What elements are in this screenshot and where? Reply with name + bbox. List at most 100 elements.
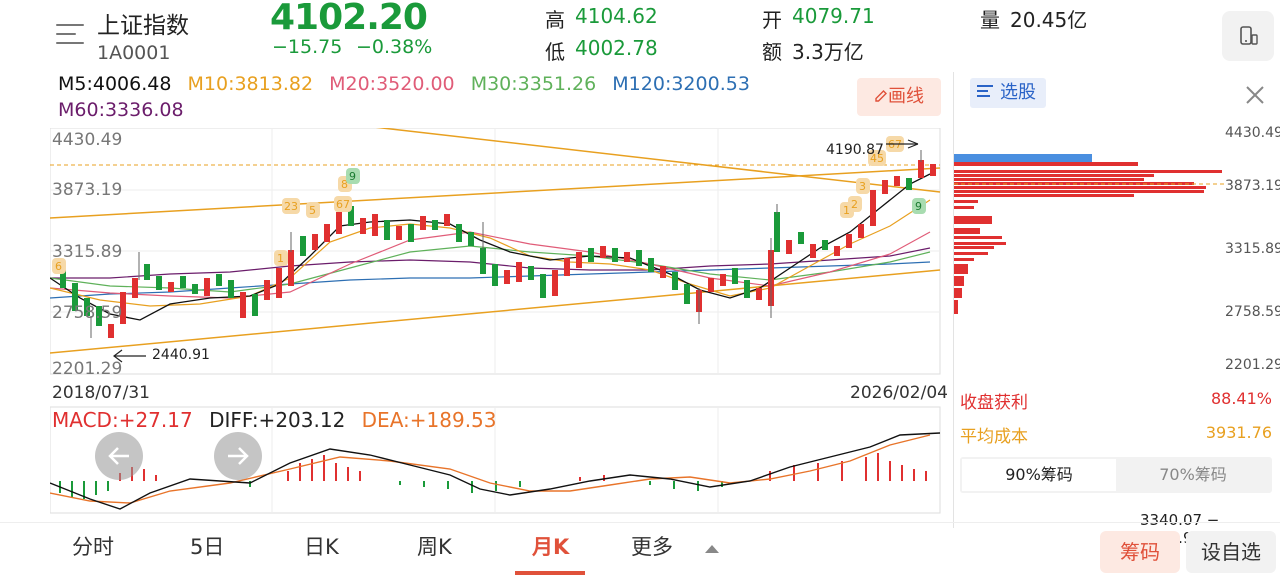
ma5-line	[50, 173, 931, 321]
arrow-right-icon	[228, 447, 249, 465]
add-favorite-button[interactable]: 设自选	[1186, 531, 1276, 573]
y-axis-label-top: 4430.49	[52, 130, 123, 150]
svg-text:5: 5	[309, 204, 316, 217]
dea-value: DEA:+189.53	[361, 408, 497, 432]
high-label: 高	[545, 8, 565, 32]
phone-rotate-icon	[1240, 26, 1258, 45]
y-axis-label-2: 3873.19	[52, 180, 123, 200]
price-change-pct: −0.38%	[356, 36, 433, 58]
list-icon	[977, 85, 993, 101]
index-code: 1A0001	[97, 42, 171, 64]
sequence-markers: 6 1 23 5 67 8 9 1 2 3 45 67 9	[52, 136, 926, 274]
chip-price-mid: 3873.19	[1225, 178, 1280, 194]
low-label: 低	[545, 40, 565, 64]
ma-legend: M5:4006.48 M10:3813.82 M20:3520.00 M30:3…	[58, 73, 750, 95]
amount-value: 3.3万亿	[792, 40, 864, 64]
ma20-line	[50, 231, 931, 299]
svg-text:1: 1	[843, 204, 850, 217]
price-change: −15.75	[272, 36, 343, 58]
ma30-line	[50, 245, 931, 293]
chip-price-3: 3315.89	[1225, 241, 1280, 257]
volume-value: 20.45亿	[1010, 8, 1088, 32]
caret-up-icon[interactable]	[704, 544, 720, 554]
date-end: 2026/02/04	[850, 383, 948, 403]
diff-line	[50, 432, 941, 510]
svg-text:45: 45	[870, 152, 884, 165]
date-start: 2018/07/31	[52, 383, 150, 403]
ma30-label: M30:3351.26	[470, 73, 597, 95]
ma5-label: M5:4006.48	[58, 73, 172, 95]
volume-label: 量	[980, 8, 1000, 32]
y-axis-label-4: 2758.59	[52, 303, 123, 323]
landscape-button[interactable]	[1222, 11, 1274, 61]
stock-pick-label: 选股	[1000, 82, 1036, 103]
close-icon[interactable]	[1240, 80, 1270, 110]
chip-price-4: 2758.59	[1225, 304, 1280, 320]
tab-weekly-k[interactable]: 周K	[417, 535, 452, 559]
amount-label: 额	[762, 40, 782, 64]
quote-header: 上证指数 1A0001 4102.20 −15.75 −0.38% 高 4104…	[0, 0, 1280, 72]
macd-chart[interactable]	[50, 405, 942, 515]
svg-text:1: 1	[277, 252, 284, 265]
kline-chart[interactable]: 6 1 23 5 67 8 9 1 2 3 45 67 9	[50, 128, 942, 376]
candles	[60, 160, 936, 338]
tab-5day[interactable]: 5日	[190, 535, 225, 559]
stock-pick-button[interactable]: 选股	[970, 78, 1046, 108]
svg-text:2: 2	[851, 198, 858, 211]
y-axis-label-bottom: 2201.29	[52, 359, 123, 379]
ma60-label: M60:3336.08	[58, 99, 184, 121]
ma20-label: M20:3520.00	[329, 73, 455, 95]
avg-cost-value: 3931.76	[1205, 423, 1272, 442]
period-bar	[0, 522, 1280, 576]
chip-price-top: 4430.49	[1225, 125, 1280, 141]
open-value: 4079.71	[792, 4, 875, 28]
high-value: 4104.62	[575, 4, 658, 28]
chip-distribution-chart	[954, 154, 1224, 314]
svg-text:67: 67	[336, 198, 350, 211]
open-label: 开	[762, 8, 782, 32]
svg-text:9: 9	[915, 200, 922, 213]
macd-value: MACD:+27.17	[52, 408, 193, 432]
diff-value: DIFF:+203.12	[209, 408, 346, 432]
trendline-upper	[50, 167, 941, 219]
tab-monthly-k[interactable]: 月K	[532, 535, 570, 559]
tab-more[interactable]: 更多	[631, 535, 673, 559]
last-price: 4102.20	[270, 0, 428, 38]
chip-range-tabs: 90%筹码 70%筹码	[960, 457, 1272, 493]
profit-ratio-value: 88.41%	[1210, 389, 1272, 408]
menu-icon[interactable]	[56, 24, 84, 48]
next-button[interactable]	[214, 432, 262, 480]
chips-button[interactable]: 筹码	[1100, 531, 1180, 573]
tab-intraday[interactable]: 分时	[72, 535, 114, 559]
ma10-line	[50, 199, 931, 307]
macd-legend: MACD:+27.17 DIFF:+203.12 DEA:+189.53	[52, 408, 497, 432]
tab-chip-70[interactable]: 70%筹码	[1159, 465, 1227, 484]
index-name: 上证指数	[97, 13, 189, 39]
low-marker-label: 2440.91	[152, 347, 210, 363]
prev-button[interactable]	[95, 432, 143, 480]
draw-line-label: 画线	[888, 86, 924, 107]
arrow-left-icon	[108, 447, 129, 465]
active-tab-indicator	[515, 571, 585, 575]
trendline-down	[375, 128, 941, 193]
draw-line-button[interactable]: 画线	[857, 78, 941, 116]
chip-panel	[953, 72, 1280, 528]
profit-ratio-label: 收盘获利	[960, 393, 1028, 413]
high-marker-label: 4190.87	[826, 142, 884, 158]
svg-text:9: 9	[349, 170, 356, 183]
tab-daily-k[interactable]: 日K	[304, 535, 339, 559]
y-axis-label-3: 3315.89	[52, 242, 123, 262]
avg-cost-label: 平均成本	[960, 427, 1028, 447]
dea-line	[50, 434, 931, 504]
tab-chip-90[interactable]: 90%筹码	[962, 459, 1116, 491]
svg-text:6: 6	[55, 260, 62, 273]
ma120-label: M120:3200.53	[612, 73, 750, 95]
pencil-icon	[875, 90, 887, 102]
macd-bars	[59, 453, 927, 499]
ma10-label: M10:3813.82	[187, 73, 314, 95]
low-value: 4002.78	[575, 36, 658, 60]
chip-price-bottom: 2201.29	[1225, 357, 1280, 373]
svg-text:8: 8	[341, 178, 348, 191]
trendline-lower	[50, 269, 941, 354]
svg-text:3: 3	[859, 180, 866, 193]
